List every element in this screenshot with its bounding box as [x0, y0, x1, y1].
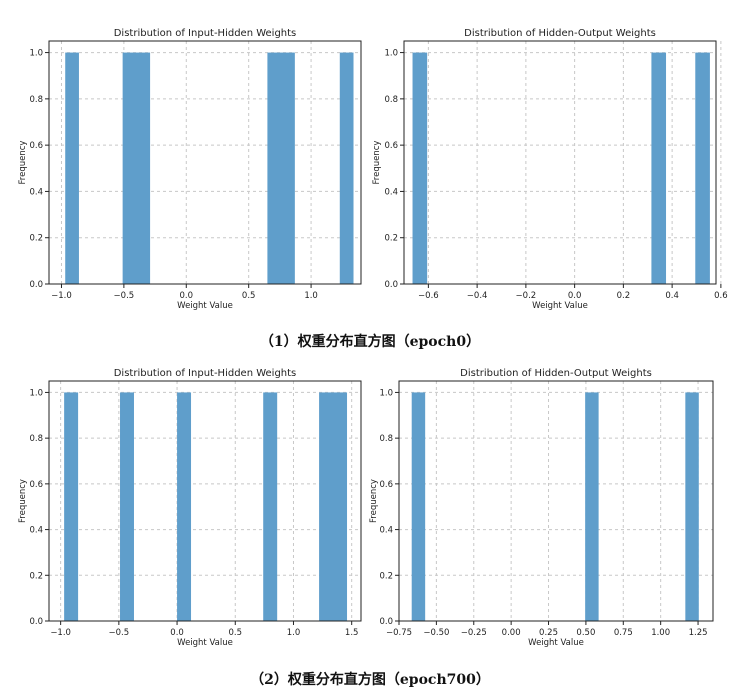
x-tick-label: 1.5 — [345, 628, 359, 638]
histogram-bar — [122, 52, 151, 285]
histogram-panel-epoch700-input-hidden: −1.0 −0.5 0.0 0.5 1.0 1.5 0.0 0.2 0.4 0.6 0.8 1.0 Di… — [18, 368, 362, 648]
y-tick-label: 0.2 — [29, 234, 43, 244]
x-tick-label: 1.25 — [689, 628, 708, 638]
histogram-panel-epoch700-hidden-output: −0.75 −0.50 −0.25 0.00 0.25 0.50 0.75 1.00 1.25 0… — [369, 368, 714, 648]
y-tick-label: 1.0 — [384, 49, 398, 59]
histogram-bar — [177, 392, 192, 621]
x-tick-label: −0.25 — [461, 628, 487, 638]
y-tick-label: 0.6 — [379, 480, 393, 490]
y-tick-label: 0.0 — [384, 280, 398, 290]
histogram-bar — [64, 392, 79, 621]
histogram-bar — [651, 52, 667, 285]
histogram-bar — [267, 52, 295, 285]
histogram-bar — [585, 392, 599, 621]
x-tick-label: −0.5 — [114, 291, 135, 301]
y-tick-label: 0.8 — [384, 95, 398, 105]
y-tick-label: 0.8 — [29, 95, 43, 105]
histogram-bar — [263, 392, 278, 621]
x-tick-label: −1.0 — [50, 628, 71, 638]
x-tick-label: 1.0 — [304, 291, 318, 301]
y-tick-label: 0.2 — [379, 571, 393, 581]
y-tick-label: 0.8 — [29, 434, 43, 444]
y-axis-label: Frequency — [369, 479, 379, 523]
y-tick-label: 0.6 — [29, 480, 43, 490]
x-tick-label: 1.0 — [287, 628, 301, 638]
histogram-bar — [685, 392, 699, 621]
x-tick-label: −0.50 — [423, 628, 449, 638]
y-tick-label: 0.6 — [29, 141, 43, 151]
histogram-bar — [695, 52, 710, 285]
x-tick-label: 1.00 — [651, 628, 670, 638]
x-tick-label: 0.0 — [568, 291, 582, 301]
histogram-bar — [339, 52, 354, 285]
x-axis-label: Weight Value — [528, 638, 584, 648]
x-tick-label: 0.00 — [502, 628, 521, 638]
x-tick-label: 0.4 — [665, 291, 679, 301]
caption-epoch700: （2）权重分布直方图（epoch700） — [250, 672, 490, 688]
x-tick-label: −0.6 — [418, 291, 439, 301]
x-tick-label: 0.5 — [242, 291, 256, 301]
x-tick-label: 0.75 — [614, 628, 633, 638]
x-tick-label: 0.0 — [170, 628, 184, 638]
y-tick-label: 1.0 — [29, 49, 43, 59]
y-tick-label: 0.0 — [379, 617, 393, 627]
plot-frame — [398, 380, 714, 622]
chart-title: Distribution of Hidden-Output Weights — [464, 28, 656, 39]
x-tick-label: 0.0 — [180, 291, 194, 301]
y-tick-label: 0.6 — [384, 141, 398, 151]
plot-frame — [48, 40, 362, 285]
histogram-bar — [120, 392, 134, 621]
x-axis-label: Weight Value — [177, 638, 233, 648]
x-tick-label: 0.5 — [229, 628, 243, 638]
x-tick-label: −0.2 — [516, 291, 537, 301]
x-tick-label: −0.5 — [109, 628, 130, 638]
histogram-bar — [65, 52, 79, 285]
x-axis-label: Weight Value — [532, 301, 588, 311]
histogram-panel-epoch0-input-hidden: −1.0 −0.5 0.0 0.5 1.0 0.0 0.2 0.4 0.6 0.8 1.0 Distr… — [18, 28, 362, 311]
x-tick-label: 0.25 — [539, 628, 558, 638]
chart-title: Distribution of Hidden-Output Weights — [460, 368, 652, 379]
y-tick-label: 0.0 — [29, 617, 43, 627]
chart-title: Distribution of Input-Hidden Weights — [114, 28, 297, 39]
histogram-bar — [319, 392, 348, 621]
y-tick-label: 0.2 — [29, 571, 43, 581]
x-tick-label: 0.6 — [714, 291, 728, 301]
histogram-panel-epoch0-hidden-output: −0.6 −0.4 −0.2 0.0 0.2 0.4 0.6 0.0 0.2 0.4 0.6 0.8 1… — [372, 28, 728, 311]
x-axis-label: Weight Value — [177, 301, 233, 311]
chart-title: Distribution of Input-Hidden Weights — [114, 368, 297, 379]
caption-epoch0: （1）权重分布直方图（epoch0） — [259, 334, 481, 350]
x-tick-label: −0.4 — [467, 291, 488, 301]
y-tick-label: 0.4 — [379, 526, 393, 536]
y-axis-label: Frequency — [18, 141, 28, 185]
plot-frame — [403, 40, 717, 285]
histogram-bar — [411, 392, 426, 621]
plot-frame — [48, 380, 362, 622]
y-tick-label: 0.8 — [379, 434, 393, 444]
y-tick-label: 0.4 — [29, 187, 43, 197]
histogram-bar — [412, 52, 428, 285]
y-axis-label: Frequency — [18, 479, 28, 523]
y-tick-label: 0.0 — [29, 280, 43, 290]
y-tick-label: 1.0 — [379, 388, 393, 398]
y-tick-label: 0.4 — [384, 187, 398, 197]
x-tick-label: 0.50 — [576, 628, 595, 638]
y-tick-label: 1.0 — [29, 388, 43, 398]
x-tick-label: −0.75 — [386, 628, 412, 638]
y-tick-label: 0.4 — [29, 526, 43, 536]
x-tick-label: −1.0 — [51, 291, 72, 301]
y-tick-label: 0.2 — [384, 234, 398, 244]
y-axis-label: Frequency — [372, 141, 382, 185]
x-tick-label: 0.2 — [617, 291, 631, 301]
